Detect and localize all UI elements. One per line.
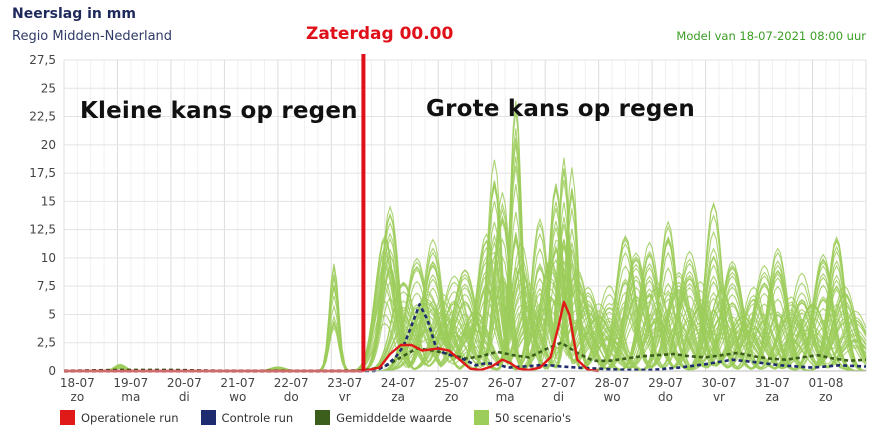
x-tick-label: 27-07: [541, 376, 576, 390]
x-tick-day-label: do: [658, 390, 673, 404]
y-tick-label: 0: [48, 364, 56, 378]
legend-item-operational[interactable]: Operationele run: [60, 410, 179, 425]
legend-swatch: [315, 410, 331, 425]
x-tick-label: 21-07: [220, 376, 255, 390]
legend-label: 50 scenario's: [494, 410, 571, 425]
y-tick-label: 22,5: [29, 110, 56, 124]
x-tick-label: 23-07: [327, 376, 362, 390]
x-tick-label: 22-07: [274, 376, 309, 390]
x-tick-label: 25-07: [434, 376, 469, 390]
model-timestamp: Model van 18-07-2021 08:00 uur: [676, 29, 866, 43]
x-tick-day-label: zo: [71, 390, 85, 404]
y-tick-label: 10: [41, 251, 56, 265]
x-tick-day-label: zo: [445, 390, 459, 404]
x-tick-day-label: vr: [339, 390, 351, 404]
x-tick-label: 29-07: [648, 376, 683, 390]
chart-legend: Operationele run Controle run Gemiddelde…: [60, 410, 571, 425]
x-tick-day-label: za: [391, 390, 405, 404]
y-tick-label: 2,5: [37, 336, 56, 350]
x-tick-label: 28-07: [595, 376, 630, 390]
x-tick-label: 26-07: [488, 376, 523, 390]
y-tick-label: 15: [41, 194, 56, 208]
legend-swatch: [473, 410, 489, 425]
x-tick-day-label: di: [553, 390, 564, 404]
series-operational-line: [64, 300, 599, 373]
right-annotation: Grote kans op regen: [426, 96, 695, 122]
x-tick-day-label: do: [284, 390, 299, 404]
x-tick-day-label: ma: [121, 390, 140, 404]
chart-title: Neerslag in mm: [12, 6, 136, 22]
legend-label: Controle run: [221, 410, 294, 425]
x-tick-day-label: wo: [229, 390, 246, 404]
y-tick-label: 7,5: [37, 279, 56, 293]
legend-item-mean[interactable]: Gemiddelde waarde: [315, 410, 452, 425]
x-tick-label: 30-07: [702, 376, 737, 390]
x-tick-label: 19-07: [113, 376, 148, 390]
y-tick-label: 20: [41, 138, 56, 152]
chart-subtitle: Regio Midden-Nederland: [12, 29, 173, 44]
x-tick-day-label: ma: [496, 390, 515, 404]
left-annotation: Kleine kans op regen: [80, 98, 358, 124]
x-tick-day-label: di: [179, 390, 190, 404]
x-tick-label: 01-08: [808, 376, 843, 390]
legend-item-scenarios[interactable]: 50 scenario's: [473, 410, 571, 425]
x-tick-label: 24-07: [381, 376, 416, 390]
y-tick-label: 12,5: [29, 223, 56, 237]
x-tick-day-label: wo: [603, 390, 620, 404]
legend-swatch: [200, 410, 216, 425]
x-tick-label: 20-07: [167, 376, 202, 390]
y-tick-label: 25: [41, 81, 56, 95]
x-tick-day-label: zo: [819, 390, 833, 404]
y-tick-label: 17,5: [29, 166, 56, 180]
x-tick-day-label: vr: [713, 390, 725, 404]
legend-swatch: [60, 410, 75, 425]
x-tick-label: 31-07: [755, 376, 790, 390]
marker-label: Zaterdag 00.00: [306, 24, 454, 44]
x-tick-day-label: za: [766, 390, 780, 404]
x-tick-label: 18-07: [60, 376, 95, 390]
legend-label: Operationele run: [81, 410, 179, 425]
legend-item-control[interactable]: Controle run: [200, 410, 294, 425]
legend-label: Gemiddelde waarde: [336, 410, 452, 425]
y-tick-label: 27,5: [29, 53, 56, 67]
y-tick-label: 5: [48, 307, 56, 321]
